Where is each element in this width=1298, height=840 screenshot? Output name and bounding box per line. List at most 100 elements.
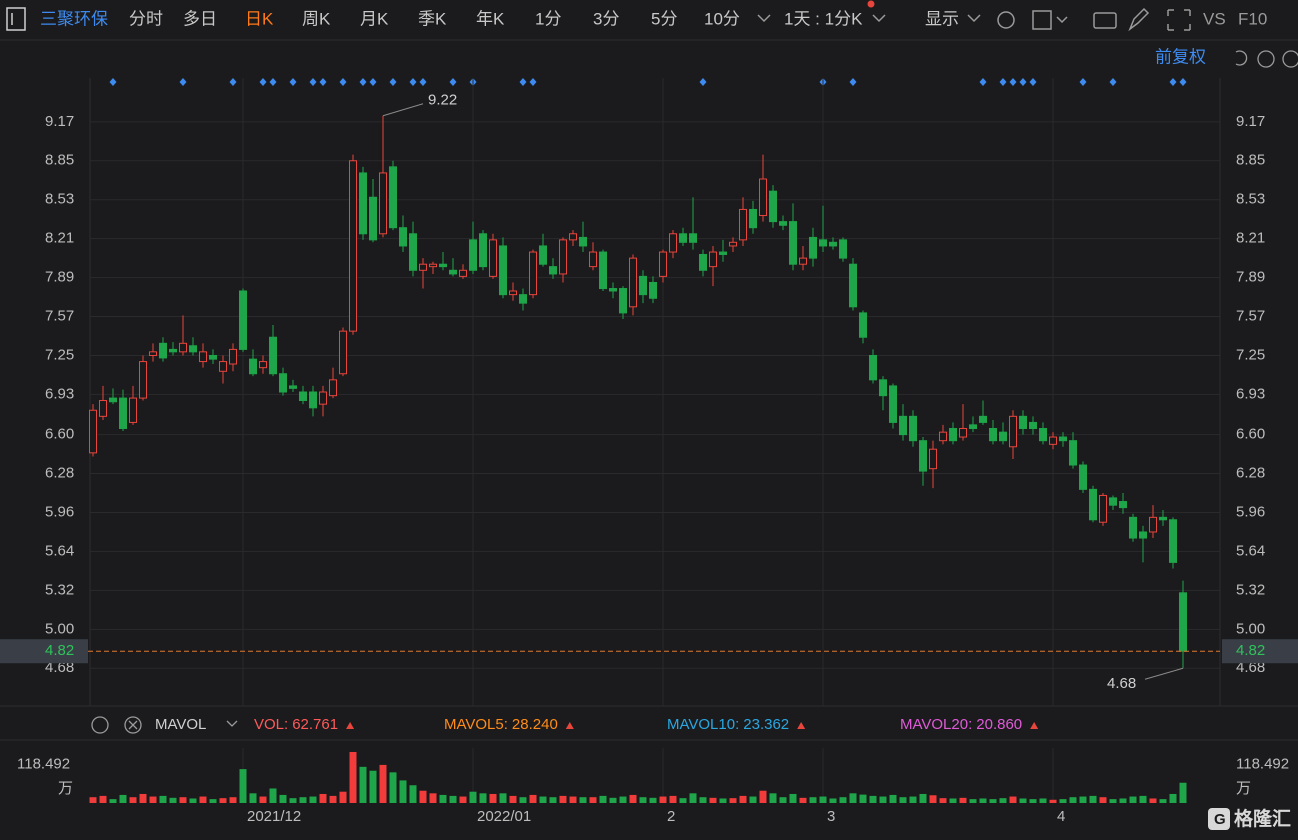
- period-tab[interactable]: 1分: [535, 9, 561, 28]
- event-marker[interactable]: [1029, 78, 1037, 86]
- x-tick-label: 4: [1057, 808, 1065, 825]
- dropdown-arrow[interactable]: [1056, 16, 1068, 24]
- event-marker[interactable]: [409, 78, 417, 86]
- event-marker[interactable]: [449, 78, 457, 86]
- last-price-box: [1222, 639, 1298, 664]
- event-marker[interactable]: [229, 78, 237, 86]
- event-marker[interactable]: [849, 78, 857, 86]
- y-tick-label: 6.28: [1236, 465, 1265, 482]
- zoom-in-icon[interactable]: [1282, 50, 1298, 68]
- y-tick-label: 4.68: [1236, 659, 1265, 676]
- event-marker[interactable]: [999, 78, 1007, 86]
- event-marker[interactable]: [359, 78, 367, 86]
- volume-bar: [809, 797, 817, 803]
- watermark-logo-letter: G: [1214, 811, 1226, 828]
- indicator-settings[interactable]: [91, 716, 109, 734]
- period-select[interactable]: 1天 : 1分K: [784, 9, 863, 28]
- indicator-close[interactable]: [124, 716, 142, 734]
- y-tick-label: 7.89: [45, 269, 74, 286]
- event-marker[interactable]: [419, 78, 427, 86]
- candle-body: [1169, 519, 1177, 563]
- compare-button[interactable]: VS: [1203, 9, 1226, 28]
- dropdown-arrow[interactable]: [967, 14, 981, 23]
- candle-body: [1049, 436, 1057, 445]
- event-marker[interactable]: [309, 78, 317, 86]
- pen-icon[interactable]: [1128, 7, 1150, 32]
- volume-bar: [1019, 798, 1027, 803]
- y-tick-label: 4.68: [45, 659, 74, 676]
- stock-name[interactable]: 三聚环保: [40, 9, 108, 28]
- period-tab[interactable]: 3分: [593, 9, 619, 28]
- menu-icon[interactable]: [6, 7, 26, 31]
- event-marker[interactable]: [1169, 78, 1177, 86]
- zoom-out-icon[interactable]: [1257, 50, 1275, 68]
- event-marker[interactable]: [109, 78, 117, 86]
- display-menu[interactable]: 显示: [925, 9, 959, 28]
- unit-label: 万: [58, 780, 73, 797]
- event-marker[interactable]: [269, 78, 277, 86]
- y-tick-label: 6.60: [1236, 426, 1265, 443]
- period-tab[interactable]: 多日: [183, 9, 217, 28]
- period-tab[interactable]: 分时: [129, 9, 163, 28]
- event-marker[interactable]: [1109, 78, 1117, 86]
- settings-icon[interactable]: [997, 11, 1015, 29]
- candle-body: [749, 208, 757, 229]
- period-tab[interactable]: 年K: [476, 9, 505, 28]
- dropdown-arrow[interactable]: [226, 720, 238, 727]
- volume-bar: [319, 793, 327, 803]
- low-leader: [1144, 667, 1184, 680]
- period-tab[interactable]: 季K: [418, 9, 447, 28]
- event-marker[interactable]: [259, 78, 267, 86]
- event-marker[interactable]: [1009, 78, 1017, 86]
- period-tab[interactable]: 周K: [302, 9, 331, 28]
- candle-body: [639, 275, 647, 296]
- event-marker[interactable]: [319, 78, 327, 86]
- event-marker[interactable]: [179, 78, 187, 86]
- y-tick-label: 118.492: [17, 756, 70, 773]
- camera-icon[interactable]: [1093, 12, 1117, 29]
- event-marker[interactable]: [339, 78, 347, 86]
- candle-body: [949, 428, 957, 442]
- volume-bar: [459, 796, 467, 803]
- event-marker[interactable]: [699, 78, 707, 86]
- dropdown-arrow[interactable]: [757, 14, 771, 23]
- volume-bar: [239, 769, 247, 803]
- candle-body: [209, 354, 217, 360]
- volume-bar: [849, 793, 857, 803]
- adjust-button[interactable]: 前复权: [1155, 47, 1206, 66]
- event-marker[interactable]: [1019, 78, 1027, 86]
- event-marker[interactable]: [369, 78, 377, 86]
- candle-body: [89, 409, 97, 454]
- dropdown-arrow[interactable]: [872, 14, 886, 23]
- indicator-name[interactable]: MAVOL: [155, 716, 206, 733]
- event-marker[interactable]: [519, 78, 527, 86]
- volume-bar: [269, 788, 277, 803]
- undo-icon[interactable]: [1235, 50, 1248, 66]
- period-tab[interactable]: 日K: [245, 9, 274, 28]
- checkbox-icon[interactable]: [1032, 10, 1052, 30]
- legend-name: VOL:: [254, 716, 288, 733]
- event-marker[interactable]: [289, 78, 297, 86]
- candle-body: [689, 233, 697, 243]
- volume-bar: [969, 799, 977, 803]
- candle-body: [329, 379, 337, 397]
- f10-button[interactable]: F10: [1238, 9, 1267, 28]
- legend-value: 20.860: [976, 716, 1022, 733]
- volume-bar: [249, 793, 257, 803]
- volume-bar: [1069, 797, 1077, 803]
- candle-body: [939, 431, 947, 442]
- fullscreen-icon[interactable]: [1167, 9, 1191, 31]
- candle-body: [499, 245, 507, 296]
- volume-bar: [939, 798, 947, 803]
- period-tab[interactable]: 5分: [651, 9, 677, 28]
- candle-body: [99, 400, 107, 417]
- period-tab[interactable]: 月K: [360, 9, 389, 28]
- event-marker[interactable]: [529, 78, 537, 86]
- event-marker[interactable]: [1179, 78, 1187, 86]
- event-marker[interactable]: [1079, 78, 1087, 86]
- volume-bar: [199, 796, 207, 803]
- period-tab[interactable]: 10分: [704, 9, 740, 28]
- volume-bar: [179, 797, 187, 803]
- event-marker[interactable]: [979, 78, 987, 86]
- event-marker[interactable]: [389, 78, 397, 86]
